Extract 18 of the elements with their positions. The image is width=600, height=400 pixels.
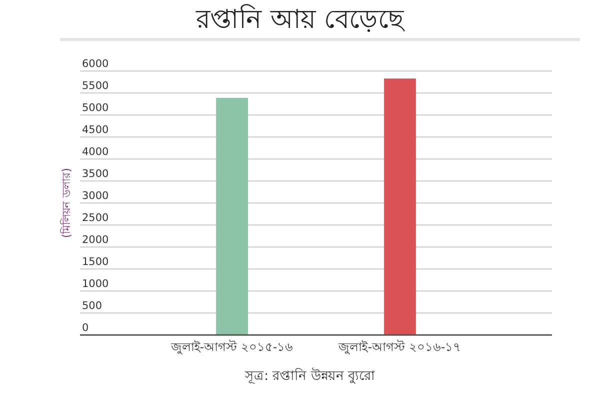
y-tick-label: 4500: [82, 124, 109, 136]
y-tick-label: 1500: [82, 256, 109, 268]
y-tick-label: 6000: [82, 58, 109, 70]
y-tick-label: 3500: [82, 168, 109, 180]
y-tick-label: 5500: [82, 80, 109, 92]
x-tick-label: জুলাই-আগস্ট ২০১৬-১৭: [338, 340, 462, 355]
y-tick-label: 3000: [82, 190, 109, 202]
y-tick-label: 4000: [82, 146, 109, 158]
chart-title: রপ্তানি আয় বেড়েছে: [195, 4, 405, 35]
y-tick-label: 0: [82, 322, 89, 334]
y-tick-label: 500: [82, 300, 102, 312]
y-axis-title: (মিলিয়ন ডলার): [60, 168, 73, 238]
x-tick-label: জুলাই-আগস্ট ২০১৫-১৬: [170, 340, 294, 355]
y-tick-label: 1000: [82, 278, 109, 290]
y-tick-label: 2000: [82, 234, 109, 246]
y-tick-label: 5000: [82, 102, 109, 114]
y-tick-label: 2500: [82, 212, 109, 224]
text: সূত্র: রপ্তানি উন্নয়ন ব্যুরো: [244, 368, 375, 384]
